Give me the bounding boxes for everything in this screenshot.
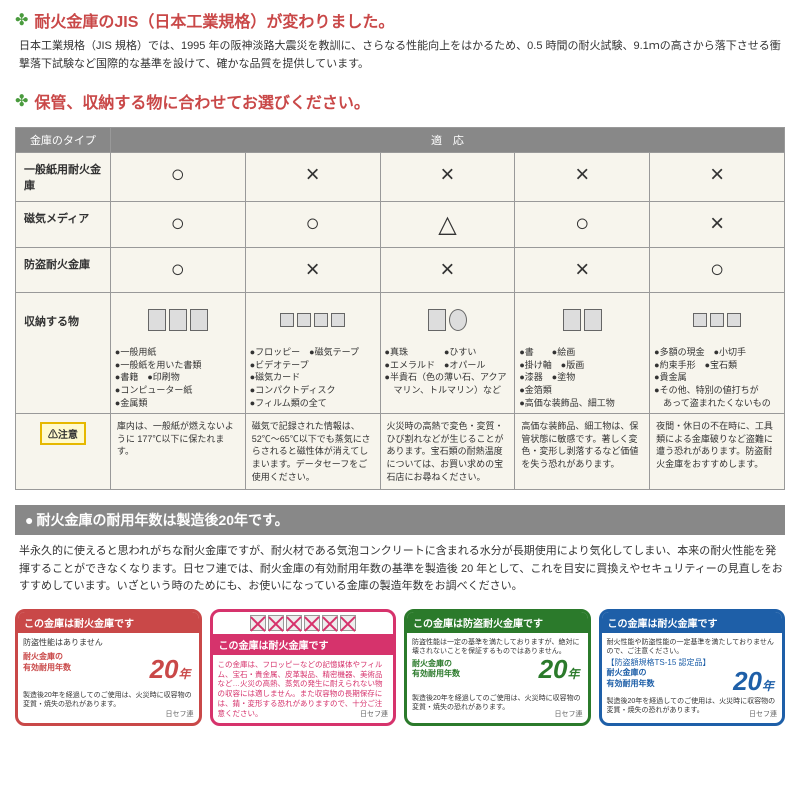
storage-icons [654,297,780,342]
table-row: 防盗耐火金庫 ○ × × × ○ [16,248,785,293]
section-2: ✤ 保管、収納する物に合わせてお選びください。 [0,81,800,127]
bar-body: 半永久的に使えると思われがちな耐火金庫ですが、耐火材である気泡コンクリートに含ま… [4,543,800,604]
caution-row: ⚠注意 庫内は、一般紙が燃えないように 177℃以下に保たれます。 磁気で記録さ… [16,414,785,490]
storage-icons [250,297,376,342]
section-1-body: 日本工業規格（JIS 規格）では、1995 年の阪神淡路大震災を教訓に、さらなる… [19,38,785,73]
header-fit: 適 応 [110,128,784,153]
x-icons [213,612,394,634]
compatibility-table: 金庫のタイプ 適 応 一般紙用耐火金庫 ○ × × × × 磁気メディア ○ ○… [15,127,785,490]
table-header: 金庫のタイプ 適 応 [16,128,785,153]
heading-1-text: 耐火金庫のJIS（日本工業規格）が変わりました。 [34,8,394,32]
card-3: この金庫は防盗耐火金庫です 防盗性能は一定の基準を満たしておりますが、絶対に壊さ… [404,609,591,727]
card-1: この金庫は耐火金庫です 防盗性能はありません 耐火金庫の 有効耐用年数 20年 … [15,609,202,727]
logo: 日セフ連 [555,709,583,719]
logo: 日セフ連 [360,709,388,719]
bar-heading: 耐火金庫の耐用年数は製造後20年です。 [15,505,785,535]
cards-row: この金庫は耐火金庫です 防盗性能はありません 耐火金庫の 有効耐用年数 20年 … [0,604,800,732]
logo: 日セフ連 [166,709,194,719]
clover-icon: ✤ [15,10,28,30]
table-row: 磁気メディア ○ ○ △ ○ × [16,202,785,248]
storage-icons [385,297,511,342]
table-row: 一般紙用耐火金庫 ○ × × × × [16,153,785,202]
card-2: この金庫は耐火金庫です この金庫は、フロッピーなどの記憶媒体やフィルム、宝石・貴… [210,609,397,727]
storage-row: 収納する物 ●一般用紙 ●一般紙を用いた書類 ●書籍 ●印刷物 ●コンピューター… [16,293,785,414]
section-1: ✤ 耐火金庫のJIS（日本工業規格）が変わりました。 日本工業規格（JIS 規格… [0,0,800,81]
heading-2: ✤ 保管、収納する物に合わせてお選びください。 [15,89,785,113]
caution-badge: ⚠注意 [40,422,86,445]
storage-icons [519,297,645,342]
logo: 日セフ連 [749,709,777,719]
heading-1: ✤ 耐火金庫のJIS（日本工業規格）が変わりました。 [15,8,785,32]
storage-icons [115,297,241,342]
heading-2-text: 保管、収納する物に合わせてお選びください。 [34,89,370,113]
card-4: この金庫は耐火金庫です 耐火性能や防盗性能の一定基準を満たしておりませんので、ご… [599,609,786,727]
clover-icon: ✤ [15,91,28,111]
header-type: 金庫のタイプ [16,128,111,153]
